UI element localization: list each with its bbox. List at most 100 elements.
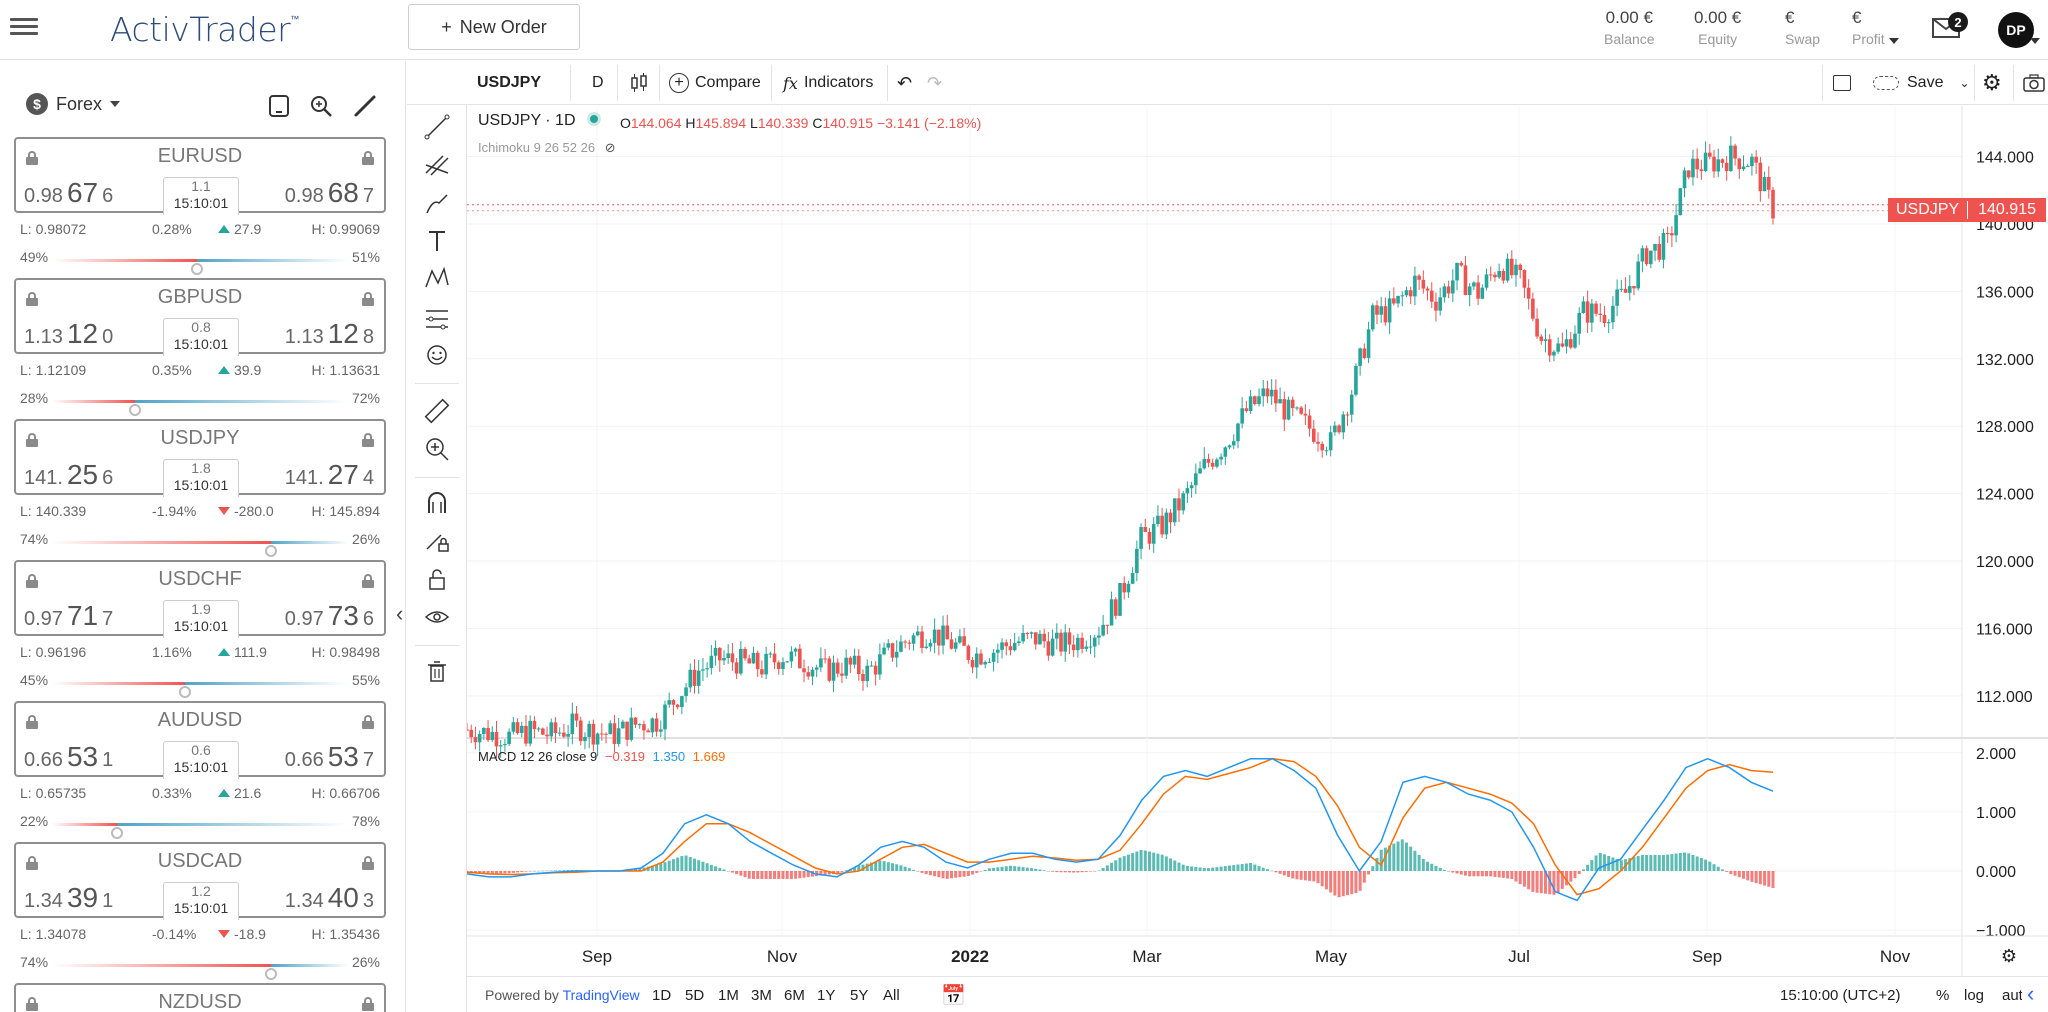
macd-histogram-bar <box>785 870 789 879</box>
indicators-button[interactable]: fx Indicators <box>783 61 873 105</box>
candle-type-icon[interactable] <box>629 73 649 93</box>
range-button[interactable]: 5Y <box>850 987 869 1004</box>
symbol-search[interactable]: USDJPY <box>477 74 542 91</box>
buy-price-button[interactable]: 0.97 73 6 <box>285 600 374 632</box>
buy-price-button[interactable]: 141. 27 4 <box>285 459 374 491</box>
candle-body <box>545 734 549 737</box>
magnet-icon[interactable] <box>423 489 451 517</box>
chevron-left-icon[interactable]: ‹ <box>2027 981 2035 1006</box>
settings-gear-icon[interactable]: ⚙ <box>1982 70 2002 95</box>
candle-body <box>570 713 575 735</box>
macd-histogram-bar <box>1194 866 1198 871</box>
sell-price-button[interactable]: 0.66 53 1 <box>24 741 113 773</box>
profit-stat[interactable]: € Profit <box>1852 8 1899 47</box>
pair-card[interactable]: USDJPY 141. 25 6 141. 27 4 1.8 15:10:01 <box>14 419 386 497</box>
lock-drawing-icon[interactable] <box>423 527 451 555</box>
eye-icon[interactable] <box>423 603 451 631</box>
sell-price-button[interactable]: 0.98 67 6 <box>24 177 113 209</box>
buy-price-button[interactable]: 0.98 68 7 <box>285 177 374 209</box>
buy-price-button[interactable]: 1.34 40 3 <box>285 882 374 914</box>
quote-time: 15:10:01 <box>173 195 229 211</box>
prediction-tool-icon[interactable] <box>423 303 451 331</box>
price-chart[interactable]: 112.000 116.000 120.000 124.000 128.000 132.0… <box>467 106 2048 976</box>
candle-body <box>1762 176 1767 192</box>
daily-low: L: 1.12109 <box>20 362 87 378</box>
unlock-icon[interactable] <box>423 565 451 593</box>
log-toggle[interactable]: log <box>1964 987 1985 1004</box>
macd-histogram-bar <box>1308 870 1312 881</box>
collapse-panel-icon[interactable]: ‹ <box>396 601 404 626</box>
search-icon[interactable] <box>308 93 334 119</box>
range-button[interactable]: 1D <box>652 987 672 1004</box>
brush-icon[interactable] <box>423 189 451 217</box>
undo-icon[interactable]: ↶ <box>897 72 913 93</box>
percent-toggle[interactable]: % <box>1936 987 1950 1004</box>
avatar[interactable]: DP <box>1998 12 2034 48</box>
avatar-caret-icon[interactable] <box>2030 38 2040 44</box>
candle-body <box>717 647 722 661</box>
lock-icon <box>26 856 38 870</box>
candle-body <box>1282 399 1287 420</box>
sell-price-button[interactable]: 1.34 39 1 <box>24 882 113 914</box>
ruler-icon[interactable] <box>423 397 451 425</box>
emoji-icon[interactable] <box>423 341 451 369</box>
redo-icon[interactable]: ↷ <box>927 72 943 93</box>
macd-histogram-bar <box>1169 858 1173 871</box>
new-order-button[interactable]: + New Order <box>408 4 580 50</box>
range-button[interactable]: 1Y <box>817 987 836 1004</box>
macd-histogram-bar <box>853 867 857 871</box>
pair-card[interactable]: GBPUSD 1.13 12 0 1.13 12 8 0.8 15:10:01 <box>14 278 386 356</box>
tradingview-link[interactable]: TradingView <box>562 987 640 1003</box>
pair-card[interactable]: NZDUSD <box>14 983 386 1012</box>
sell-price-button[interactable]: 141. 25 6 <box>24 459 113 491</box>
menu-icon[interactable] <box>10 14 38 42</box>
candle-body <box>1611 305 1615 323</box>
macd-histogram-bar <box>1152 852 1156 871</box>
text-tool-icon[interactable] <box>423 227 451 255</box>
candle-body <box>1417 275 1421 280</box>
pair-card[interactable]: USDCHF 0.97 71 7 0.97 73 6 1.9 15:10:01 <box>14 560 386 638</box>
range-button[interactable]: 3M <box>751 987 772 1004</box>
trend-line-icon[interactable] <box>423 113 451 141</box>
macd-histogram-bar <box>1147 851 1151 871</box>
sell-price-button[interactable]: 1.13 12 0 <box>24 318 113 350</box>
market-select[interactable]: $ Forex <box>26 93 121 115</box>
candle-body <box>646 730 650 733</box>
pair-card[interactable]: EURUSD 0.98 67 6 0.98 68 7 1.1 15:10:01 <box>14 137 386 215</box>
range-button[interactable]: 5D <box>685 987 705 1004</box>
zoom-in-icon[interactable] <box>423 435 451 463</box>
fib-tool-icon[interactable] <box>423 151 451 179</box>
compare-button[interactable]: + Compare <box>669 61 761 105</box>
tablet-view-icon[interactable] <box>266 93 292 119</box>
interval-select[interactable]: D <box>592 74 604 91</box>
calendar-icon[interactable]: 📅 <box>941 985 966 1007</box>
hidden-eye-icon[interactable]: ⊘ <box>604 140 616 155</box>
pair-card[interactable]: AUDUSD 0.66 53 1 0.66 53 7 0.6 15:10:01 <box>14 701 386 779</box>
trash-icon[interactable] <box>423 657 451 685</box>
candle-body <box>1632 286 1636 289</box>
auto-toggle[interactable]: auto <box>2002 987 2022 1004</box>
price-tick-label: 136.000 <box>1976 284 2034 301</box>
sentiment-bar: 49% 51% <box>20 245 380 275</box>
camera-icon[interactable] <box>2023 73 2045 93</box>
buy-price-button[interactable]: 1.13 12 8 <box>285 318 374 350</box>
pattern-tool-icon[interactable] <box>423 265 451 293</box>
clock-time[interactable]: 15:10:00 (UTC+2) <box>1780 987 1901 1004</box>
pair-card[interactable]: USDCAD 1.34 39 1 1.34 40 3 1.2 15:10:01 <box>14 842 386 920</box>
candle-body <box>1594 303 1598 314</box>
range-button[interactable]: 1M <box>718 987 739 1004</box>
sell-price-button[interactable]: 0.97 71 7 <box>24 600 113 632</box>
macd-histogram-bar <box>869 862 873 871</box>
buy-price-button[interactable]: 0.66 53 7 <box>285 741 374 773</box>
price-tick-label: 120.000 <box>1976 554 2034 571</box>
macd-histogram-bar <box>1586 864 1590 871</box>
macd-histogram-bar <box>1076 870 1080 873</box>
range-button[interactable]: All <box>883 987 900 1004</box>
buy-sentiment: 26% <box>351 954 380 970</box>
range-button[interactable]: 6M <box>784 987 805 1004</box>
save-button[interactable]: Save ⌄ <box>1873 61 1970 105</box>
fullscreen-icon[interactable] <box>1833 61 1851 105</box>
pencil-icon[interactable] <box>352 93 378 119</box>
macd-histogram-bar <box>1093 870 1097 872</box>
buy-price-fraction: 6 <box>362 608 374 630</box>
